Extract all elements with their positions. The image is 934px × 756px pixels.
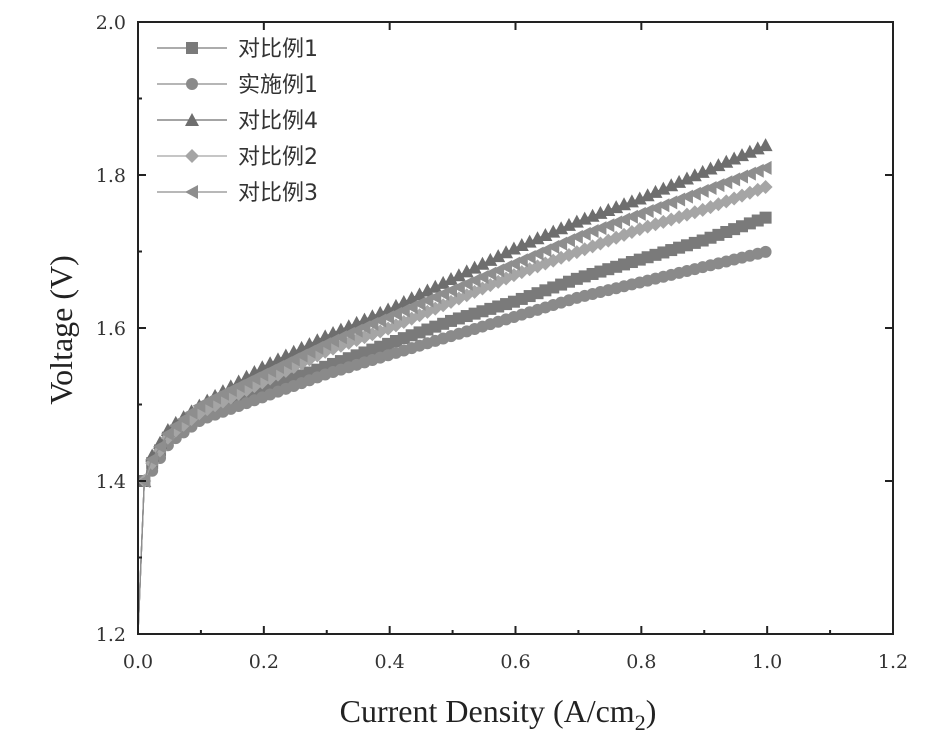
data-point — [428, 279, 443, 293]
data-point — [633, 253, 646, 266]
legend-label: 实施例1 — [238, 73, 318, 98]
data-point — [672, 174, 687, 188]
data-point — [656, 181, 671, 195]
data-point — [546, 224, 561, 238]
data-point — [554, 221, 569, 235]
x-tick-label: 1.0 — [752, 651, 782, 673]
data-point — [665, 244, 678, 257]
data-point — [750, 141, 765, 155]
data-point — [506, 241, 521, 255]
series-layer — [137, 138, 773, 635]
data-point — [649, 248, 662, 261]
legend-marker — [185, 149, 199, 163]
data-point — [522, 234, 537, 248]
data-point — [499, 245, 514, 259]
data-point — [451, 268, 466, 282]
x-axis-title-subscript: 2 — [635, 710, 646, 735]
x-tick-label: 0.6 — [500, 651, 530, 673]
x-tick-label: 1.2 — [878, 651, 908, 673]
x-axis-title-main: Current Density (A/cm — [340, 693, 635, 729]
data-point — [404, 291, 419, 305]
data-point — [742, 144, 757, 158]
legend-marker — [186, 78, 198, 90]
data-point — [168, 418, 182, 433]
legend-item: 对比例4 — [157, 109, 318, 134]
data-point — [758, 160, 772, 175]
x-tick-label: 0.8 — [626, 651, 656, 673]
x-tick-label: 0.4 — [375, 651, 405, 673]
data-point — [695, 164, 710, 178]
data-point — [759, 245, 772, 258]
legend: 对比例1 实施例1 对比例4 对比例2 对比例3 — [157, 37, 318, 206]
x-axis-title: Current Density (A/cm2) — [340, 693, 657, 735]
y-tick-label: 1.6 — [96, 318, 126, 340]
data-point — [436, 275, 451, 289]
data-point — [396, 294, 411, 308]
data-point — [664, 178, 679, 192]
data-point — [467, 260, 482, 274]
data-point — [758, 180, 773, 195]
data-point — [641, 251, 654, 264]
data-point — [444, 272, 459, 286]
legend-label: 对比例3 — [238, 181, 318, 206]
data-point — [657, 246, 670, 259]
legend-item: 对比例3 — [157, 181, 318, 206]
data-point — [459, 264, 474, 278]
data-point — [153, 439, 167, 454]
data-point — [491, 249, 506, 263]
x-tick-label: 0.2 — [249, 651, 279, 673]
data-point — [184, 405, 198, 420]
data-point — [530, 231, 545, 245]
data-point — [640, 188, 655, 202]
y-axis-title: Voltage (V) — [43, 255, 79, 405]
data-point — [758, 138, 773, 152]
data-point — [719, 154, 734, 168]
legend-marker — [185, 185, 198, 199]
y-tick-label: 1.4 — [96, 471, 126, 493]
data-point — [475, 256, 490, 270]
x-tick-label: 0.0 — [123, 651, 153, 673]
y-tick-label: 1.2 — [96, 624, 126, 646]
data-point — [538, 227, 553, 241]
series-5 — [137, 160, 772, 635]
data-point — [514, 237, 529, 251]
data-point — [679, 171, 694, 185]
series-3 — [137, 138, 773, 635]
data-point — [727, 151, 742, 165]
data-point — [703, 161, 718, 175]
data-point — [561, 217, 576, 231]
legend-item: 对比例1 — [157, 37, 318, 62]
legend-item: 实施例1 — [157, 73, 318, 98]
data-point — [412, 287, 427, 301]
y-tick-label: 1.8 — [96, 165, 126, 187]
data-point — [483, 252, 498, 266]
data-point — [632, 191, 647, 205]
series-line — [137, 250, 768, 635]
data-point — [759, 211, 772, 224]
y-tick-label: 2.0 — [96, 12, 126, 34]
x-axis-title-close: ) — [646, 693, 657, 729]
data-point — [687, 168, 702, 182]
legend-marker — [185, 113, 199, 126]
legend-label: 对比例1 — [238, 37, 318, 62]
data-point — [176, 412, 190, 427]
legend-label: 对比例4 — [238, 109, 318, 134]
axes-layer: 0.0 0.2 0.4 0.6 0.8 1.0 1.2 1.2 1.4 1.6 1.8 2.0 — [96, 12, 908, 673]
legend-marker — [186, 42, 198, 54]
data-point — [420, 283, 435, 297]
data-point — [735, 148, 749, 162]
data-point — [711, 158, 726, 172]
legend-item: 对比例2 — [157, 145, 318, 170]
legend-label: 对比例2 — [238, 145, 318, 170]
data-point — [648, 184, 663, 198]
data-point — [145, 452, 159, 467]
data-point — [160, 426, 174, 441]
